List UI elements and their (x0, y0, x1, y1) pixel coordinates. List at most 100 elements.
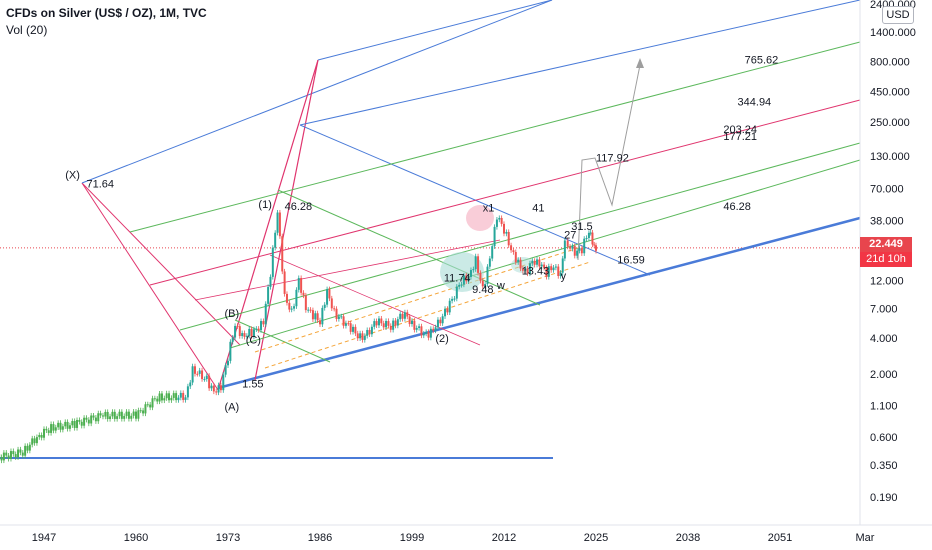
candle-body (231, 337, 234, 342)
annotation-label: (2) (435, 333, 448, 345)
candle-body (149, 404, 152, 408)
candle-body (576, 250, 579, 256)
candle-body (453, 298, 456, 300)
candle-body (142, 410, 145, 414)
candle-body (210, 385, 213, 389)
candle-body (104, 411, 107, 417)
candle-body (17, 449, 20, 458)
annotation-label: 71.64 (86, 178, 114, 190)
candle-body (245, 335, 248, 337)
time-tick-label: 2038 (676, 532, 700, 544)
candle-body (344, 323, 347, 326)
annotation-label: 344.94 (738, 96, 772, 108)
parallel-red-line (149, 99, 861, 286)
candle-body (408, 316, 411, 325)
candle-body (106, 411, 109, 420)
candle-body (446, 308, 449, 313)
symbol-title[interactable]: CFDs on Silver (US$ / OZ), 1M, TVC (6, 6, 207, 20)
candle-body (370, 326, 373, 335)
candle-body (217, 385, 220, 393)
price-tick-label: 450.000 (870, 86, 910, 98)
annotation-label: 117.92 (596, 152, 629, 164)
candle-body (87, 419, 90, 424)
price-tick-label: 2.000 (870, 369, 898, 381)
candle-body (547, 266, 550, 277)
candle-body (212, 385, 215, 392)
candle-body (278, 212, 281, 237)
time-tick-label: 1986 (308, 532, 332, 544)
candle-body (191, 366, 194, 383)
candle-body (491, 246, 494, 259)
price-tick-label: 0.600 (870, 432, 898, 444)
candle-body (281, 236, 284, 272)
candle-body (382, 323, 385, 328)
candle-body (113, 411, 116, 419)
candle-body (309, 309, 312, 311)
candle-body (330, 298, 333, 309)
candle-body (12, 451, 15, 455)
pitchfork-top-line (317, 0, 553, 61)
candle-body (76, 419, 79, 428)
price-axis[interactable]: 2400.000 1400.000 800.000 450.000 250.000 130… (870, 0, 916, 504)
candle-body (276, 212, 279, 233)
time-tick-label: 1999 (400, 532, 424, 544)
candle-body (458, 284, 461, 287)
price-tick-label: 2400.000 (870, 0, 916, 11)
candle-body (550, 266, 553, 271)
candle-body (205, 375, 208, 380)
candle-body (260, 321, 263, 331)
annotation-label: 765.62 (745, 55, 779, 67)
candle-body (19, 449, 22, 453)
candle-body (533, 260, 536, 265)
channel-support-line (217, 216, 861, 390)
candle-body (40, 435, 43, 438)
price-tick-label: 0.190 (870, 492, 898, 504)
candle-body (52, 424, 55, 431)
candle-body (413, 320, 416, 330)
candle-body (427, 331, 430, 338)
candle-body (283, 271, 286, 294)
candle-body (495, 219, 498, 227)
candle-body (78, 419, 81, 422)
candle-body (411, 320, 413, 325)
candle-body (61, 426, 64, 430)
volume-indicator-label[interactable]: Vol (20) (6, 23, 48, 37)
currency-button[interactable]: USD (882, 6, 914, 24)
candle-body (80, 421, 83, 426)
candle-body (262, 321, 265, 325)
annotation-label: 46.28 (723, 201, 751, 213)
candle-body (182, 392, 185, 400)
candle-body (241, 333, 244, 337)
candle-body (337, 316, 340, 319)
parallel-green-line (129, 41, 861, 233)
candle-body (474, 256, 477, 270)
candle-body (304, 295, 307, 311)
candle-body (50, 424, 53, 433)
candle-body (326, 289, 329, 305)
candle-body (71, 420, 74, 426)
candle-body (177, 397, 180, 401)
candle-body (229, 341, 232, 361)
candle-body (135, 411, 137, 419)
candle-body (439, 319, 442, 324)
candle-body (255, 328, 258, 330)
time-axis[interactable]: 1947 1960 1973 1986 1999 2012 2025 2038 2051 Mar (32, 532, 875, 544)
candle-body (578, 248, 581, 251)
candle-body (172, 393, 175, 398)
annotation-label: x1 (483, 203, 495, 215)
candle-body (503, 223, 505, 234)
candle-body (585, 237, 588, 239)
candle-body (342, 316, 345, 326)
candle-body (587, 232, 590, 238)
drawing-lines-layer (0, 0, 861, 459)
candle-body (403, 312, 406, 319)
pitchfork-handle-line (81, 182, 241, 346)
time-tick-label: 2012 (492, 532, 516, 544)
candle-body (160, 393, 163, 401)
price-tick-label: 250.000 (870, 117, 910, 129)
candle-body (196, 373, 199, 375)
candle-body (5, 452, 8, 456)
candle-body (28, 444, 31, 451)
candle-body (66, 421, 69, 429)
